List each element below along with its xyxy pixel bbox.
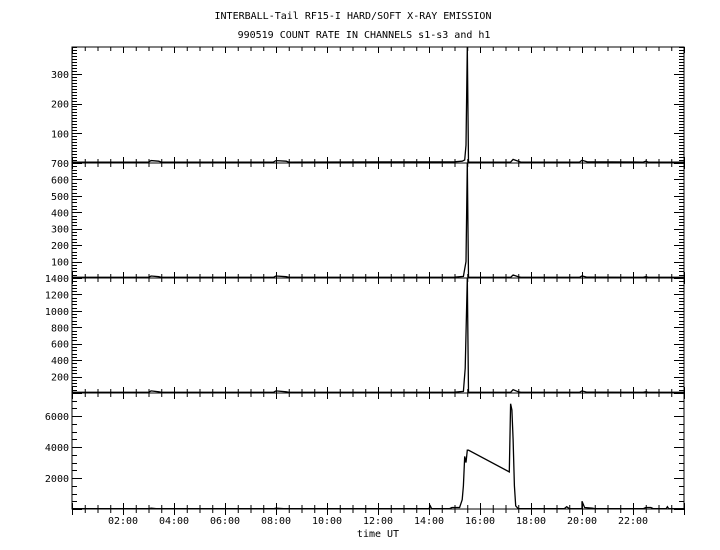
y-tick-label: 1400: [45, 274, 69, 285]
y-tick-label: 200: [51, 100, 69, 111]
y-tick-label: 300: [51, 225, 69, 236]
x-axis-label: time UT: [357, 529, 399, 540]
y-tick-label: 2000: [45, 474, 69, 485]
x-tick-label: 16:00: [465, 516, 495, 527]
y-tick-label: 600: [51, 175, 69, 186]
chart-subtitle: 990519 COUNT RATE IN CHANNELS s1-s3 and …: [238, 30, 491, 41]
y-tick-label: 100: [51, 258, 69, 269]
y-tick-label: 1000: [45, 307, 69, 318]
series-s2-line: [72, 162, 684, 278]
y-tick-label: 300: [51, 70, 69, 81]
panel-frame: [71, 277, 685, 394]
x-tick-label: 18:00: [516, 516, 546, 527]
x-tick-label: 20:00: [567, 516, 597, 527]
x-tick-label: 02:00: [108, 516, 138, 527]
x-tick-label: 06:00: [210, 516, 240, 527]
series-s3-line: [72, 277, 684, 393]
panel-s3: 200 400 600 800 1000 1200 1400: [45, 274, 685, 399]
series-h1-line: [72, 403, 684, 510]
x-tick-label: 04:00: [159, 516, 189, 527]
y-tick-label: 200: [51, 373, 69, 384]
panel-frame: [71, 392, 685, 510]
y-tick-label: 1200: [45, 290, 69, 301]
y-tick-label: 6000: [45, 412, 69, 423]
series-s1-line: [72, 46, 684, 163]
y-tick-label: 400: [51, 208, 69, 219]
x-tick-label: 08:00: [261, 516, 291, 527]
y-tick-label: 800: [51, 323, 69, 334]
y-tick-label: 500: [51, 192, 69, 203]
panel-frame: [71, 46, 685, 164]
y-tick-label: 400: [51, 356, 69, 367]
y-tick-label: 600: [51, 340, 69, 351]
y-tick-label: 200: [51, 241, 69, 252]
panel-h1: 2000 4000 6000: [45, 392, 685, 515]
panel-s1: 100 200 300: [51, 46, 685, 169]
panels: 100 200 300 100 200 300 400 500 600 700 200 400 600 8…: [45, 46, 685, 527]
panel-s2: 100 200 300 400 500 600 700: [51, 159, 685, 284]
x-tick-label: 10:00: [312, 516, 342, 527]
x-tick-label: 12:00: [363, 516, 393, 527]
panel-frame: [71, 162, 685, 279]
y-tick-label: 4000: [45, 443, 69, 454]
chart-title: INTERBALL-Tail RF15-I HARD/SOFT X-RAY EM…: [215, 11, 492, 22]
y-tick-label: 700: [51, 159, 69, 170]
x-tick-label: 14:00: [414, 516, 444, 527]
y-tick-label: 100: [51, 129, 69, 140]
x-tick-label: 22:00: [618, 516, 648, 527]
